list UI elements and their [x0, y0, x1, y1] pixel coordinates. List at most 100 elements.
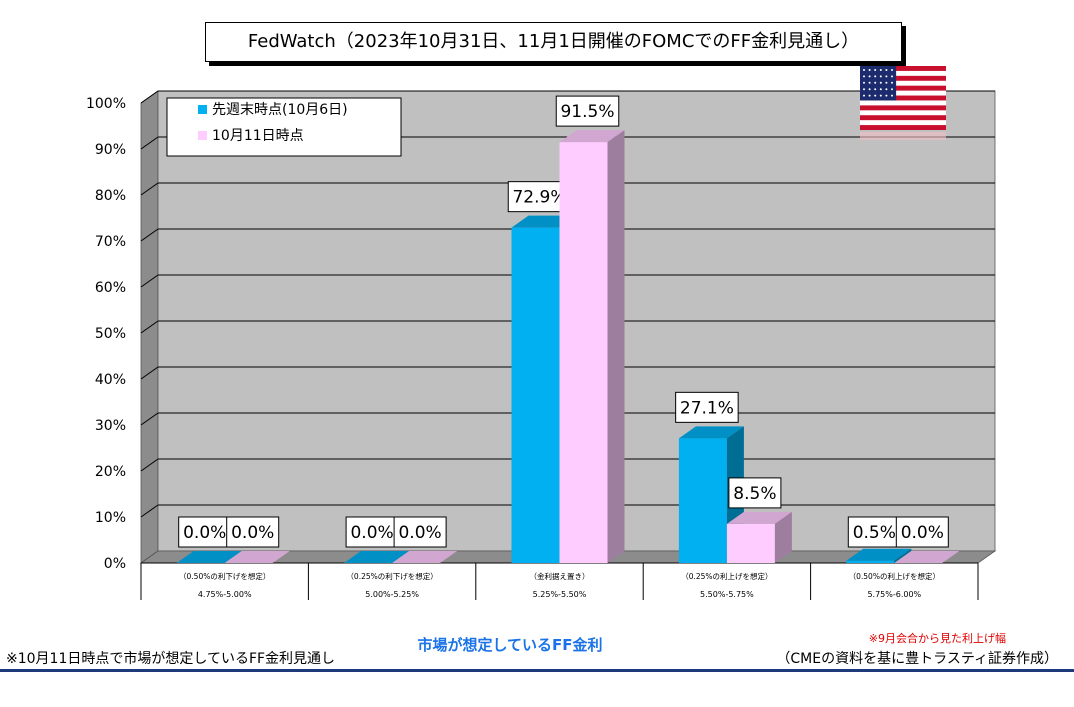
legend-swatch — [198, 105, 207, 114]
flag-star — [863, 81, 865, 84]
us-flag-icon — [860, 66, 946, 140]
flag-star — [879, 88, 882, 91]
flag-stripe — [860, 75, 946, 81]
flag-star — [891, 69, 893, 71]
category-note: （0.50%の利上げを想定） — [849, 571, 940, 581]
gridline-side — [140, 182, 159, 196]
category-note: （金利据え置き） — [530, 571, 590, 581]
bar-side — [774, 511, 792, 563]
bar-top — [894, 551, 960, 563]
flag-star — [879, 81, 882, 84]
flag-star — [885, 94, 888, 97]
flag-stripe — [860, 125, 946, 130]
data-label: 0.0% — [231, 523, 274, 543]
gridline-side — [140, 412, 159, 426]
flag-star — [879, 75, 882, 78]
legend-swatch — [198, 131, 207, 140]
bar-top — [176, 551, 242, 563]
chart-title: FedWatch（2023年10月31日、11月1日開催のFOMCでのFF金利見… — [205, 22, 902, 62]
gridline-side — [140, 320, 159, 334]
bar-front — [511, 227, 560, 563]
bar-top — [726, 511, 792, 524]
flag-star — [868, 75, 871, 78]
flag-star — [863, 88, 865, 91]
bar — [224, 551, 290, 563]
flag-star — [885, 69, 888, 71]
data-label-box — [178, 516, 232, 548]
flag-star — [879, 69, 882, 71]
flag-star — [874, 69, 877, 71]
category-label: 5.25%-5.50% — [533, 590, 587, 599]
bar — [559, 130, 625, 563]
flag-star — [891, 75, 893, 78]
y-tick-label: 10% — [95, 510, 126, 526]
legend-label: 10月11日時点 — [212, 128, 304, 144]
category-note: （0.25%の利上げを想定） — [681, 571, 772, 581]
y-tick-label: 70% — [95, 234, 126, 250]
x-axis-title: 市場が想定しているFF金利 — [417, 636, 603, 654]
data-label: 91.5% — [560, 102, 614, 122]
y-tick-label: 100% — [86, 96, 126, 112]
bar-top — [344, 551, 410, 563]
flag-reflection — [860, 132, 946, 140]
y-tick-label: 60% — [95, 280, 126, 296]
flag-star — [863, 69, 865, 71]
flag-star — [863, 94, 865, 97]
data-label-box — [728, 477, 782, 509]
bar — [846, 548, 912, 563]
legend-label: 先週末時点(10月6日) — [212, 102, 348, 118]
category-note: （0.25%の利下げを想定） — [346, 571, 437, 581]
data-label-box — [393, 516, 447, 548]
bar — [344, 551, 410, 563]
flag-star — [874, 81, 877, 84]
data-label: 0.5% — [853, 523, 896, 543]
flag-star — [874, 88, 877, 91]
data-label: 8.5% — [733, 484, 776, 504]
legend: 先週末時点(10月6日) 10月11日時点 — [166, 97, 402, 157]
gridline-side — [140, 458, 159, 472]
flag-star — [874, 75, 877, 78]
gridline-side — [140, 366, 159, 380]
flag-star — [885, 75, 888, 78]
category-label: 4.75%-5.00% — [198, 590, 252, 599]
bar — [392, 551, 458, 563]
bar-top — [559, 130, 625, 143]
bar-top — [224, 551, 290, 563]
data-label: 72.9% — [512, 188, 566, 208]
bar-top — [846, 548, 912, 561]
data-label-box — [675, 391, 739, 423]
footnote-left: ※10月11日時点で市場が想定しているFF金利見通し — [6, 651, 336, 667]
bottom-rule — [0, 669, 1074, 672]
flag-star — [868, 69, 871, 71]
flag-star — [891, 94, 893, 97]
source-note: （CMEの資料を基に豊トラスティ証券作成） — [776, 651, 1058, 667]
flag-stripe — [860, 85, 946, 91]
bar-front — [846, 560, 895, 563]
data-label-box — [226, 516, 280, 548]
bar — [894, 551, 960, 563]
y-tick-label: 20% — [95, 464, 126, 480]
flag-star — [874, 94, 877, 97]
gridline-side — [140, 228, 159, 242]
gridline-side — [140, 504, 159, 518]
category-label: 5.00%-5.25% — [365, 590, 419, 599]
bar-side — [607, 130, 625, 563]
flag-stripe — [860, 105, 946, 111]
flag-star — [891, 81, 893, 84]
bar-front — [726, 523, 775, 563]
y-tick-label: 40% — [95, 372, 126, 388]
flag-star — [885, 81, 888, 84]
gridline-side — [140, 274, 159, 288]
bar-top — [392, 551, 458, 563]
flag-stripe — [860, 115, 946, 121]
data-label-box — [555, 95, 620, 127]
data-label: 0.0% — [901, 523, 944, 543]
y-tick-label: 90% — [95, 142, 126, 158]
data-label-box — [895, 516, 949, 548]
flag-star — [868, 81, 871, 84]
y-tick-label: 50% — [95, 326, 126, 342]
category-note: （0.50%の利下げを想定） — [179, 571, 270, 581]
flag-stripe — [860, 66, 946, 71]
bar-top — [678, 426, 744, 439]
y-tick-label: 30% — [95, 418, 126, 434]
